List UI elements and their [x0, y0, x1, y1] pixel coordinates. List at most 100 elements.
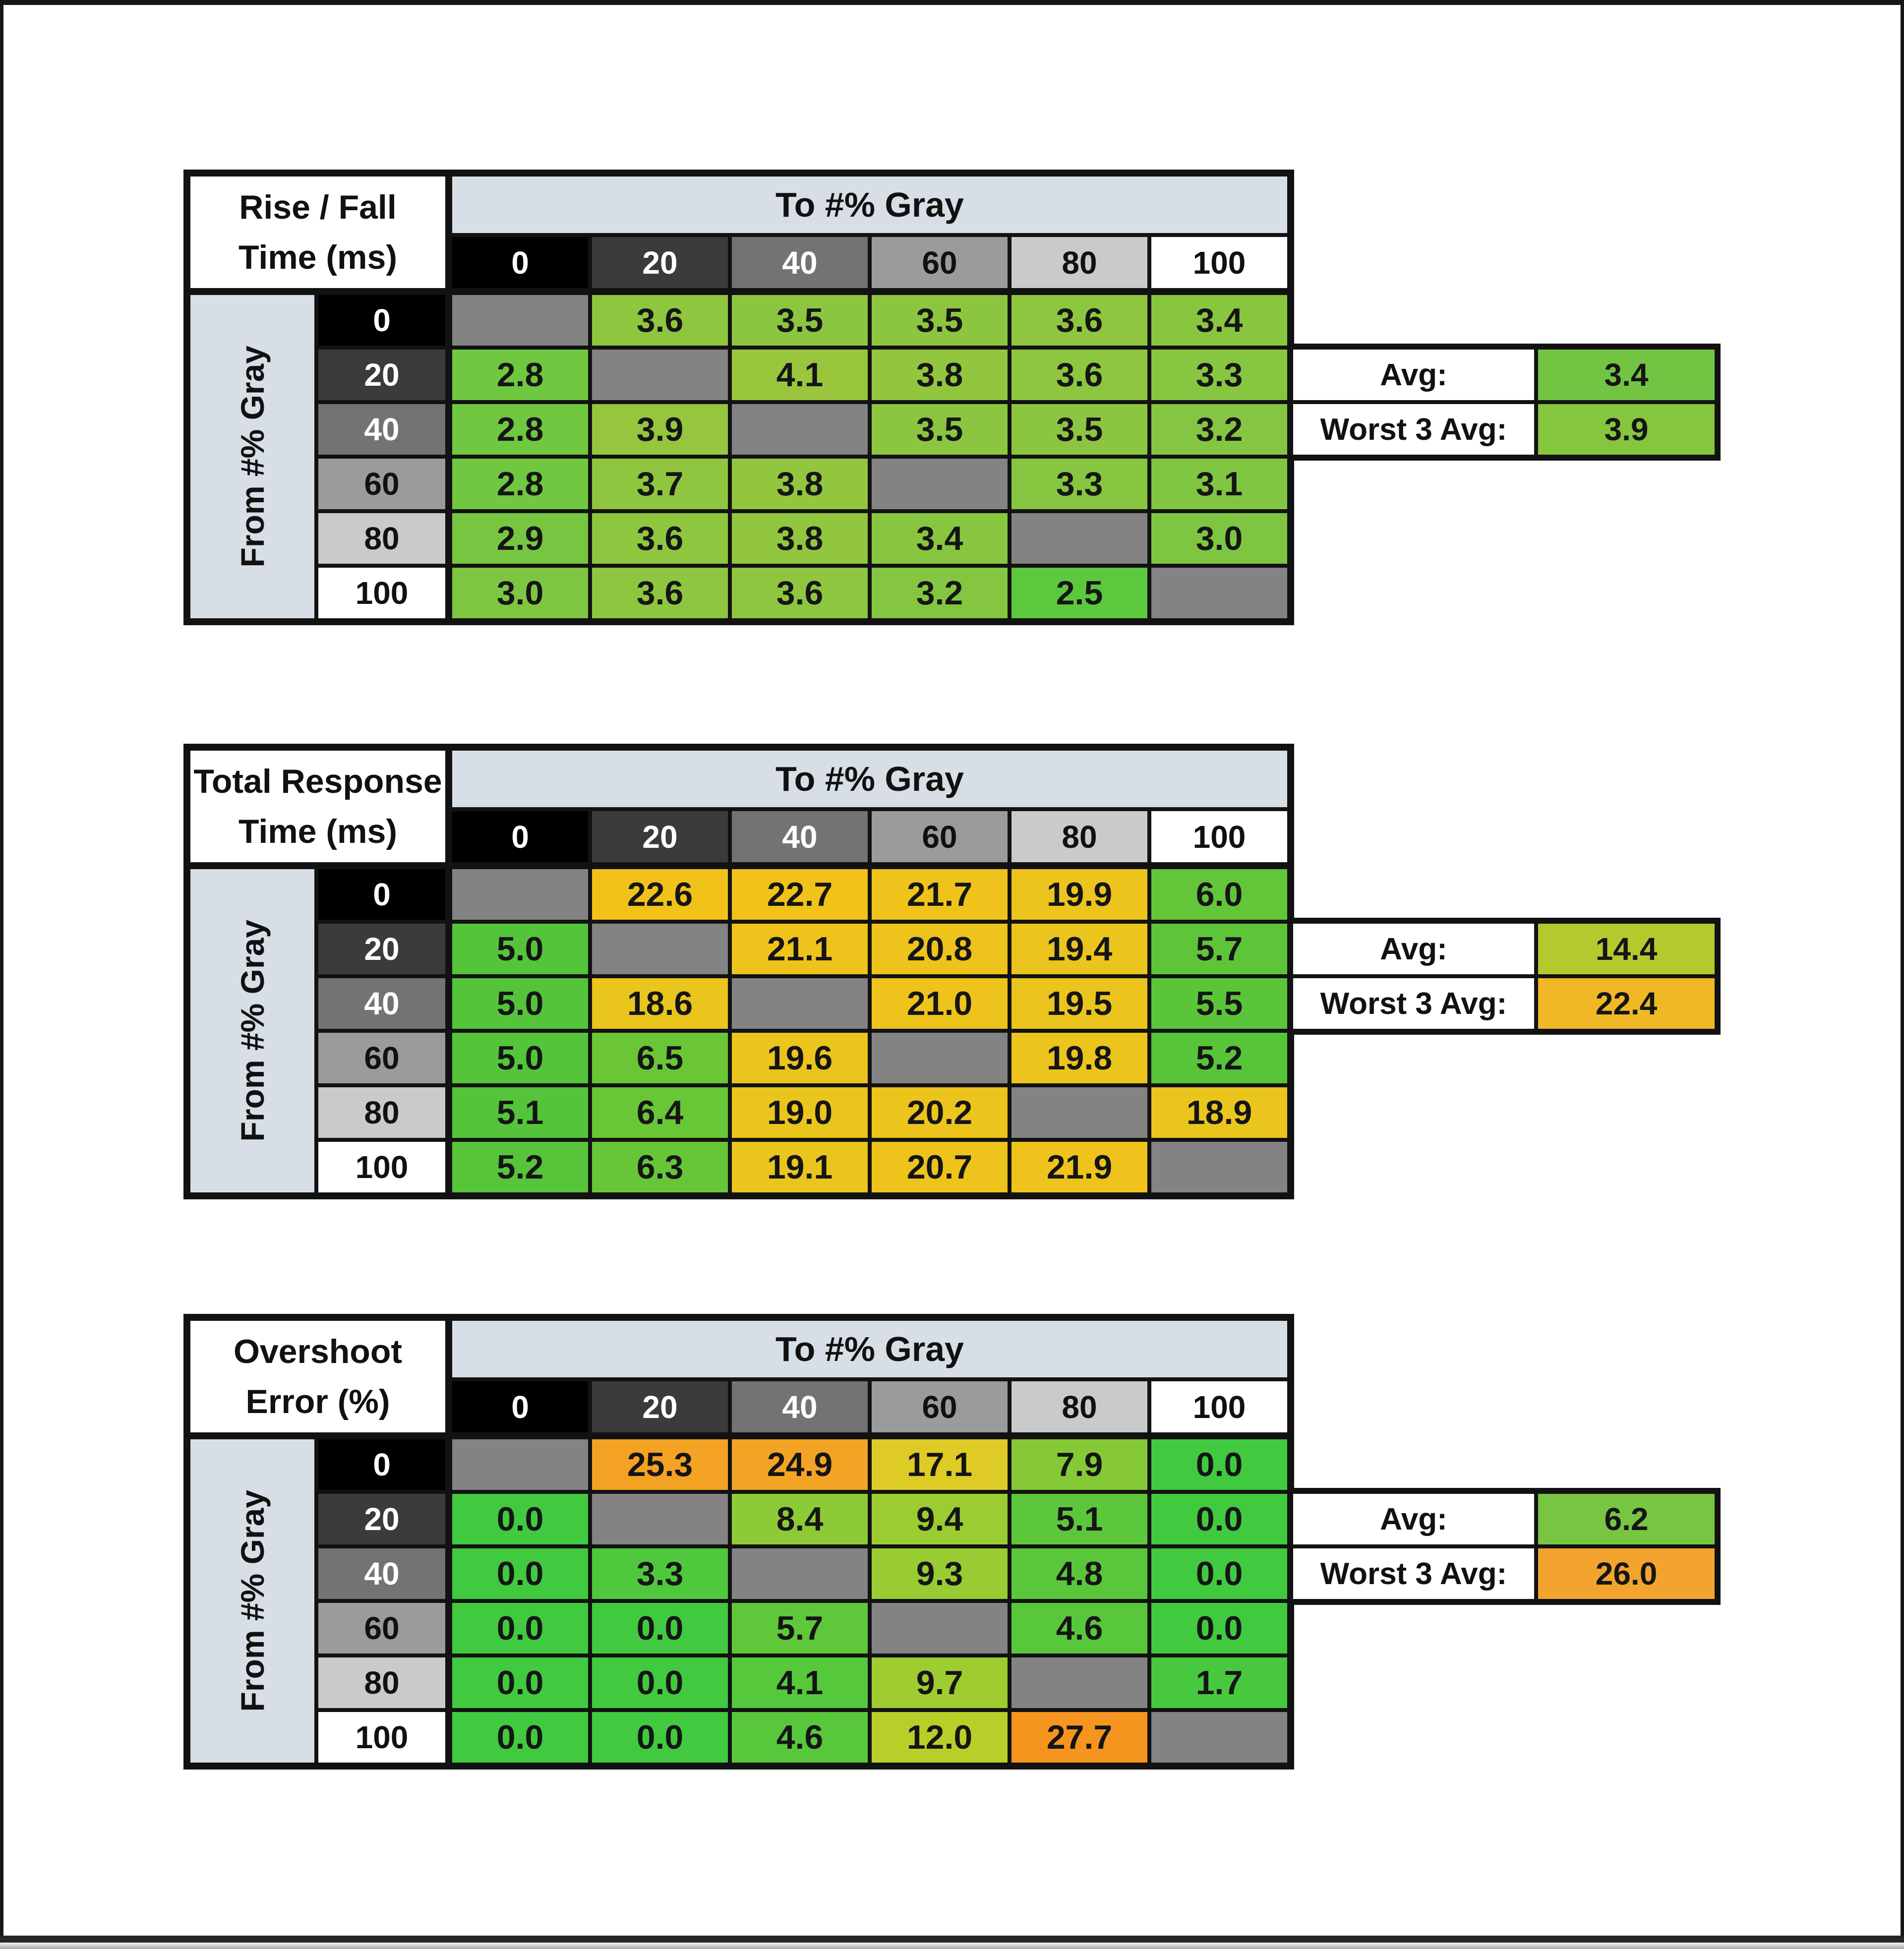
col-header-80: 80: [1012, 237, 1147, 291]
diagonal-cell: [732, 1548, 868, 1599]
value-cell: 8.4: [732, 1494, 868, 1544]
diagonal-cell: [872, 459, 1008, 509]
value-cell: 3.3: [592, 1548, 728, 1599]
value-cell: 5.2: [452, 1142, 588, 1192]
table-title-line1: Overshoot: [233, 1333, 403, 1370]
from-gray-axis-band: From #% Gray: [190, 1439, 314, 1763]
heatmap-grid: Rise / Fall Time (ms) To #% Gray From #%…: [183, 170, 1294, 625]
table-title: Rise / Fall Time (ms): [190, 177, 448, 291]
col-header-0: 0: [452, 237, 588, 291]
table-title: Overshoot Error (%): [190, 1321, 448, 1435]
value-cell: 6.0: [1151, 869, 1287, 920]
worst3-avg-label: Worst 3 Avg:: [1293, 1548, 1534, 1599]
diagonal-cell: [592, 924, 728, 974]
value-cell: 5.1: [1012, 1494, 1147, 1544]
row-header-100: 100: [318, 1142, 448, 1192]
avg-label: Avg:: [1293, 1494, 1534, 1544]
row-header-0: 0: [318, 869, 448, 920]
value-cell: 3.3: [1151, 350, 1287, 400]
value-cell: 27.7: [1012, 1712, 1147, 1763]
value-cell: 3.5: [872, 295, 1008, 346]
row-header-80: 80: [318, 513, 448, 564]
row-header-20: 20: [318, 1494, 448, 1544]
worst3-avg-value: 22.4: [1538, 978, 1715, 1029]
col-header-80: 80: [1012, 811, 1147, 865]
col-header-40: 40: [732, 811, 868, 865]
diagonal-cell: [1151, 1142, 1287, 1192]
row-header-80: 80: [318, 1087, 448, 1138]
value-cell: 2.8: [452, 350, 588, 400]
value-cell: 24.9: [732, 1439, 868, 1490]
value-cell: 25.3: [592, 1439, 728, 1490]
avg-label: Avg:: [1293, 350, 1534, 400]
diagonal-cell: [732, 978, 868, 1029]
value-cell: 4.6: [1012, 1603, 1147, 1654]
value-cell: 19.9: [1012, 869, 1147, 920]
value-cell: 21.7: [872, 869, 1008, 920]
col-header-60: 60: [872, 237, 1008, 291]
value-cell: 4.6: [732, 1712, 868, 1763]
to-gray-axis-label: To #% Gray: [452, 177, 1287, 233]
value-cell: 0.0: [452, 1494, 588, 1544]
table-title-line1: Total Response: [193, 763, 442, 800]
to-gray-axis-label: To #% Gray: [452, 1321, 1287, 1377]
col-header-100: 100: [1151, 811, 1287, 865]
row-header-20: 20: [318, 924, 448, 974]
avg-value: 3.4: [1538, 350, 1715, 400]
summary-block: Avg: 14.4 Worst 3 Avg: 22.4: [1287, 918, 1721, 1035]
value-cell: 0.0: [1151, 1603, 1287, 1654]
to-gray-axis-label: To #% Gray: [452, 751, 1287, 807]
value-cell: 0.0: [452, 1712, 588, 1763]
value-cell: 5.1: [452, 1087, 588, 1138]
value-cell: 3.3: [1012, 459, 1147, 509]
heatmap-grid: Overshoot Error (%) To #% Gray From #% G…: [183, 1314, 1294, 1770]
diagonal-cell: [732, 404, 868, 455]
value-cell: 18.9: [1151, 1087, 1287, 1138]
diagonal-cell: [872, 1603, 1008, 1654]
value-cell: 5.7: [732, 1603, 868, 1654]
value-cell: 19.5: [1012, 978, 1147, 1029]
value-cell: 3.2: [872, 568, 1008, 618]
value-cell: 3.4: [1151, 295, 1287, 346]
value-cell: 2.5: [1012, 568, 1147, 618]
value-cell: 5.0: [452, 978, 588, 1029]
diagonal-cell: [1012, 1657, 1147, 1708]
value-cell: 4.1: [732, 350, 868, 400]
value-cell: 5.7: [1151, 924, 1287, 974]
col-header-40: 40: [732, 237, 868, 291]
col-header-0: 0: [452, 811, 588, 865]
value-cell: 1.7: [1151, 1657, 1287, 1708]
from-gray-axis-band: From #% Gray: [190, 869, 314, 1192]
row-header-40: 40: [318, 404, 448, 455]
from-gray-axis-label: From #% Gray: [234, 1490, 271, 1712]
worst3-avg-value: 26.0: [1538, 1548, 1715, 1599]
value-cell: 0.0: [452, 1657, 588, 1708]
value-cell: 3.7: [592, 459, 728, 509]
row-header-0: 0: [318, 1439, 448, 1490]
value-cell: 0.0: [452, 1603, 588, 1654]
worst3-avg-label: Worst 3 Avg:: [1293, 978, 1534, 1029]
value-cell: 19.1: [732, 1142, 868, 1192]
window-frame-bottom: [0, 1936, 1904, 1943]
value-cell: 19.4: [1012, 924, 1147, 974]
diagonal-cell: [872, 1033, 1008, 1083]
value-cell: 3.6: [592, 295, 728, 346]
rise-fall-time-table: Rise / Fall Time (ms) To #% Gray From #%…: [183, 170, 1721, 625]
value-cell: 3.5: [872, 404, 1008, 455]
value-cell: 3.8: [732, 459, 868, 509]
value-cell: 20.8: [872, 924, 1008, 974]
summary-block: Avg: 6.2 Worst 3 Avg: 26.0: [1287, 1488, 1721, 1605]
total-response-time-table: Total Response Time (ms) To #% Gray From…: [183, 744, 1721, 1199]
value-cell: 6.4: [592, 1087, 728, 1138]
value-cell: 20.7: [872, 1142, 1008, 1192]
value-cell: 3.2: [1151, 404, 1287, 455]
value-cell: 0.0: [1151, 1439, 1287, 1490]
row-header-60: 60: [318, 459, 448, 509]
value-cell: 18.6: [592, 978, 728, 1029]
value-cell: 19.6: [732, 1033, 868, 1083]
value-cell: 0.0: [592, 1712, 728, 1763]
diagonal-cell: [452, 295, 588, 346]
value-cell: 0.0: [452, 1548, 588, 1599]
diagonal-cell: [1012, 513, 1147, 564]
col-header-100: 100: [1151, 1381, 1287, 1435]
